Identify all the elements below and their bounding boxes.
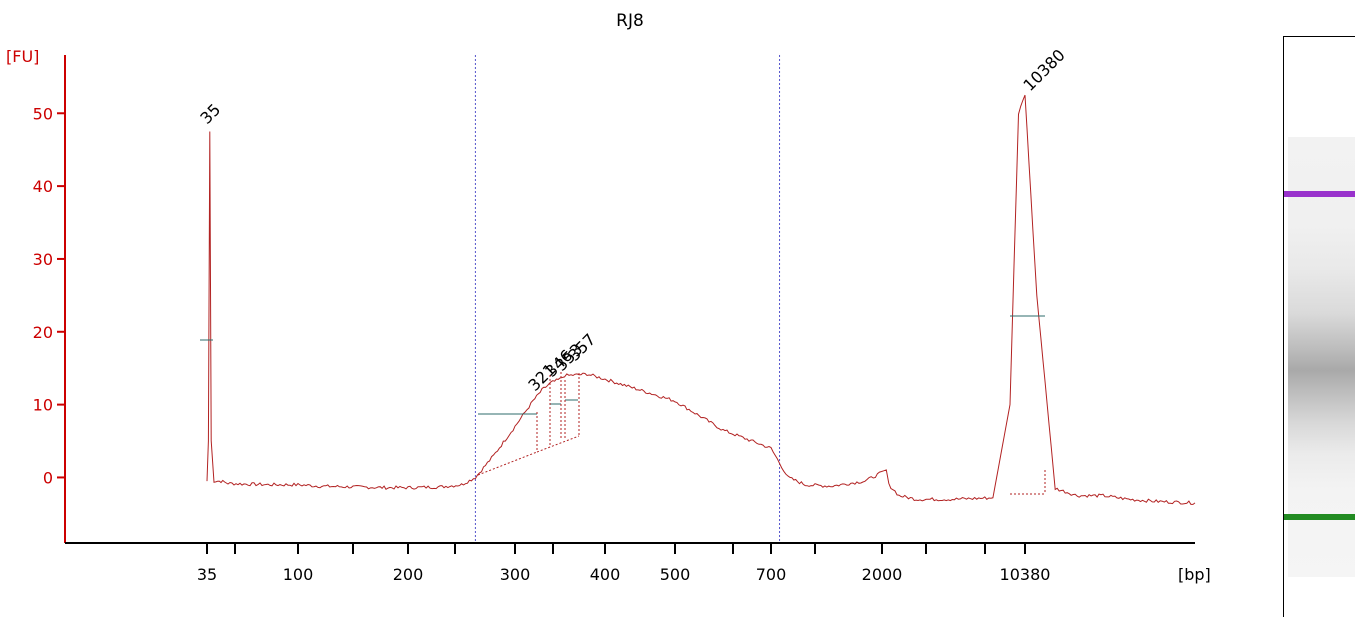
y-tick-label: 40: [33, 177, 53, 196]
x-tick-label: 400: [590, 565, 621, 584]
gel-lane: [1288, 137, 1355, 577]
peak-label: 35: [196, 100, 224, 128]
peak-label: 10380: [1019, 45, 1068, 94]
gel-band: [1284, 191, 1355, 197]
plot-layer: 0 10 20 30 40 50 35 100 200 300 400 500 700 2000 10380…: [33, 45, 1196, 584]
trace-line: [206, 94, 1196, 505]
y-tick-label: 10: [33, 396, 53, 415]
y-tick-label: 20: [33, 323, 53, 342]
gel-image-panel: [1283, 36, 1355, 617]
gel-band: [1284, 514, 1355, 520]
x-axis-label: [bp]: [1178, 565, 1211, 584]
x-tick-label: 300: [500, 565, 531, 584]
y-tick-label: 30: [33, 250, 53, 269]
integration-line: [477, 451, 538, 476]
x-tick-label: 700: [756, 565, 787, 584]
y-tick-label: 0: [43, 468, 53, 487]
x-tick-label: 2000: [862, 565, 903, 584]
chart-title: RJ8: [616, 11, 644, 31]
x-tick-label: 200: [393, 565, 424, 584]
x-tick-label: 10380: [1000, 565, 1051, 584]
x-tick-label: 35: [197, 565, 217, 584]
x-tick-label: 100: [283, 565, 314, 584]
integration-line: [536, 435, 580, 453]
y-tick-label: 50: [33, 104, 53, 123]
y-axis-label: [FU]: [6, 47, 39, 66]
x-tick-label: 500: [660, 565, 691, 584]
